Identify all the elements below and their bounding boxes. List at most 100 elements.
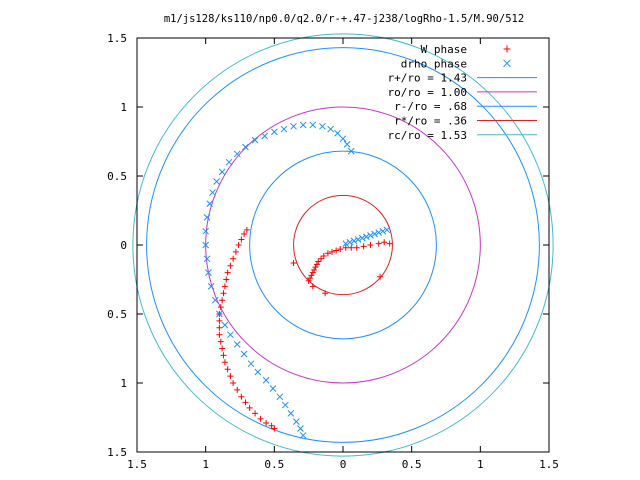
point-1-30 bbox=[206, 200, 214, 207]
x-tick-label-0: 1.5 bbox=[127, 458, 147, 471]
circle-0 bbox=[146, 47, 540, 443]
point-1-5 bbox=[362, 233, 370, 241]
x-tick-label-1: 1 bbox=[202, 458, 209, 471]
y-tick-label-2: 0.5 bbox=[107, 170, 127, 183]
point-0-40 bbox=[216, 317, 223, 324]
point-1-16 bbox=[319, 122, 326, 130]
y-tick-label-5: 1 bbox=[120, 377, 127, 390]
point-1-28 bbox=[213, 178, 221, 185]
point-1-14 bbox=[334, 129, 341, 137]
point-1-34 bbox=[203, 255, 211, 263]
point-1-9 bbox=[379, 227, 387, 235]
point-0-21 bbox=[305, 277, 312, 284]
point-0-10 bbox=[329, 248, 336, 255]
x-tick-label-4: 0.5 bbox=[402, 458, 422, 471]
point-0-36 bbox=[220, 290, 227, 297]
point-0-24 bbox=[377, 273, 384, 280]
point-1-51 bbox=[297, 425, 304, 432]
point-0-54 bbox=[252, 410, 259, 417]
point-1-15 bbox=[327, 125, 334, 133]
data-series bbox=[202, 121, 393, 439]
point-0-9 bbox=[333, 247, 340, 254]
point-0-52 bbox=[242, 399, 249, 406]
point-1-40 bbox=[227, 331, 234, 339]
point-0-48 bbox=[227, 373, 234, 380]
point-0-45 bbox=[220, 352, 227, 359]
point-0-25 bbox=[290, 259, 297, 266]
point-1-7 bbox=[371, 230, 378, 238]
point-0-15 bbox=[313, 261, 320, 268]
point-0-19 bbox=[308, 272, 315, 279]
point-1-23 bbox=[251, 136, 259, 144]
point-1-45 bbox=[262, 376, 270, 384]
point-0-6 bbox=[348, 244, 355, 251]
point-0-56 bbox=[263, 420, 270, 427]
point-0-3 bbox=[367, 242, 374, 248]
point-0-47 bbox=[224, 366, 231, 373]
point-0-14 bbox=[315, 258, 322, 265]
x-tick-label-5: 1 bbox=[477, 458, 484, 471]
point-1-2 bbox=[350, 237, 358, 245]
y-tick-label-0: 1.5 bbox=[107, 32, 127, 45]
point-1-4 bbox=[358, 234, 366, 242]
point-1-47 bbox=[276, 393, 284, 401]
point-0-4 bbox=[360, 243, 367, 250]
point-0-29 bbox=[235, 242, 242, 248]
series-1 bbox=[202, 121, 391, 439]
point-0-46 bbox=[221, 359, 228, 366]
point-1-52 bbox=[299, 432, 307, 439]
point-0-5 bbox=[353, 244, 360, 251]
point-1-49 bbox=[287, 410, 295, 417]
plot-frame bbox=[136, 37, 550, 453]
y-tick-label-1: 1 bbox=[120, 101, 127, 114]
reference-circles bbox=[132, 33, 554, 457]
point-0-43 bbox=[217, 338, 224, 345]
point-0-23 bbox=[322, 290, 329, 297]
point-0-31 bbox=[230, 255, 237, 262]
point-1-12 bbox=[343, 140, 351, 148]
point-1-24 bbox=[242, 143, 249, 151]
legend-circle-label-3: r*/ro = .36 bbox=[394, 115, 467, 128]
point-0-49 bbox=[230, 380, 237, 386]
point-1-0 bbox=[342, 240, 350, 247]
point-0-44 bbox=[219, 345, 226, 352]
point-0-34 bbox=[223, 276, 230, 283]
point-0-41 bbox=[216, 324, 223, 331]
legend-circle-label-0: r+/ro = 1.43 bbox=[388, 72, 467, 85]
point-0-12 bbox=[320, 253, 327, 260]
y-tick-label-3: 0 bbox=[120, 239, 127, 252]
point-1-42 bbox=[240, 350, 248, 358]
point-1-13 bbox=[339, 135, 347, 143]
point-1-20 bbox=[280, 125, 288, 133]
point-1-35 bbox=[205, 269, 212, 276]
point-0-33 bbox=[224, 269, 231, 276]
legend-label-1: drho phase bbox=[401, 57, 467, 70]
point-1-21 bbox=[270, 128, 278, 136]
point-1-41 bbox=[233, 341, 241, 348]
circle-4 bbox=[132, 33, 554, 457]
point-0-16 bbox=[312, 264, 319, 271]
legend-circle-label-1: ro/ro = 1.00 bbox=[388, 86, 467, 99]
point-1-46 bbox=[269, 385, 277, 392]
point-1-10 bbox=[383, 226, 391, 234]
point-0-18 bbox=[309, 269, 316, 276]
point-1-26 bbox=[225, 158, 233, 166]
point-0-28 bbox=[238, 236, 245, 243]
legend-circle-label-2: r-/ro = .68 bbox=[394, 100, 467, 113]
x-tick-label-6: 1.5 bbox=[539, 458, 559, 471]
point-1-25 bbox=[233, 150, 241, 158]
point-0-7 bbox=[342, 244, 349, 251]
point-0-38 bbox=[217, 304, 224, 311]
point-0-2 bbox=[375, 240, 382, 247]
point-0-27 bbox=[241, 230, 248, 237]
point-0-13 bbox=[318, 255, 325, 262]
x-tick-label-2: 0.5 bbox=[264, 458, 284, 471]
point-1-17 bbox=[309, 121, 317, 129]
point-0-1 bbox=[381, 239, 388, 246]
point-0-57 bbox=[268, 422, 275, 429]
point-1-27 bbox=[218, 168, 226, 176]
point-0-37 bbox=[219, 297, 226, 304]
point-1-29 bbox=[209, 189, 216, 196]
point-0-17 bbox=[311, 266, 318, 273]
